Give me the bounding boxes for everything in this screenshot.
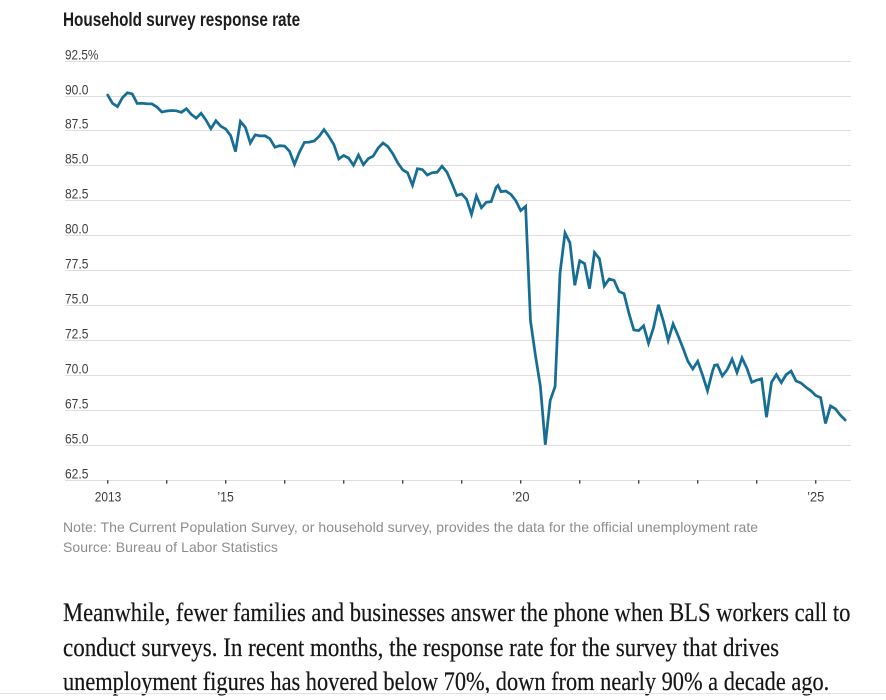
svg-text:’25: ’25: [807, 489, 824, 505]
svg-text:92.5%: 92.5%: [65, 47, 98, 63]
svg-text:70.0: 70.0: [65, 361, 89, 377]
svg-text:80.0: 80.0: [65, 221, 89, 237]
svg-text:87.5: 87.5: [65, 116, 89, 132]
svg-text:62.5: 62.5: [65, 466, 89, 482]
svg-text:65.0: 65.0: [65, 431, 89, 447]
svg-text:’15: ’15: [217, 489, 234, 505]
svg-text:82.5: 82.5: [65, 186, 89, 202]
svg-text:72.5: 72.5: [65, 326, 89, 342]
svg-text:77.5: 77.5: [65, 256, 89, 272]
svg-text:75.0: 75.0: [65, 291, 89, 307]
svg-text:’20: ’20: [512, 489, 529, 505]
svg-text:67.5: 67.5: [65, 396, 89, 412]
svg-text:90.0: 90.0: [65, 82, 89, 98]
svg-text:85.0: 85.0: [65, 151, 89, 167]
svg-text:2013: 2013: [95, 489, 122, 505]
